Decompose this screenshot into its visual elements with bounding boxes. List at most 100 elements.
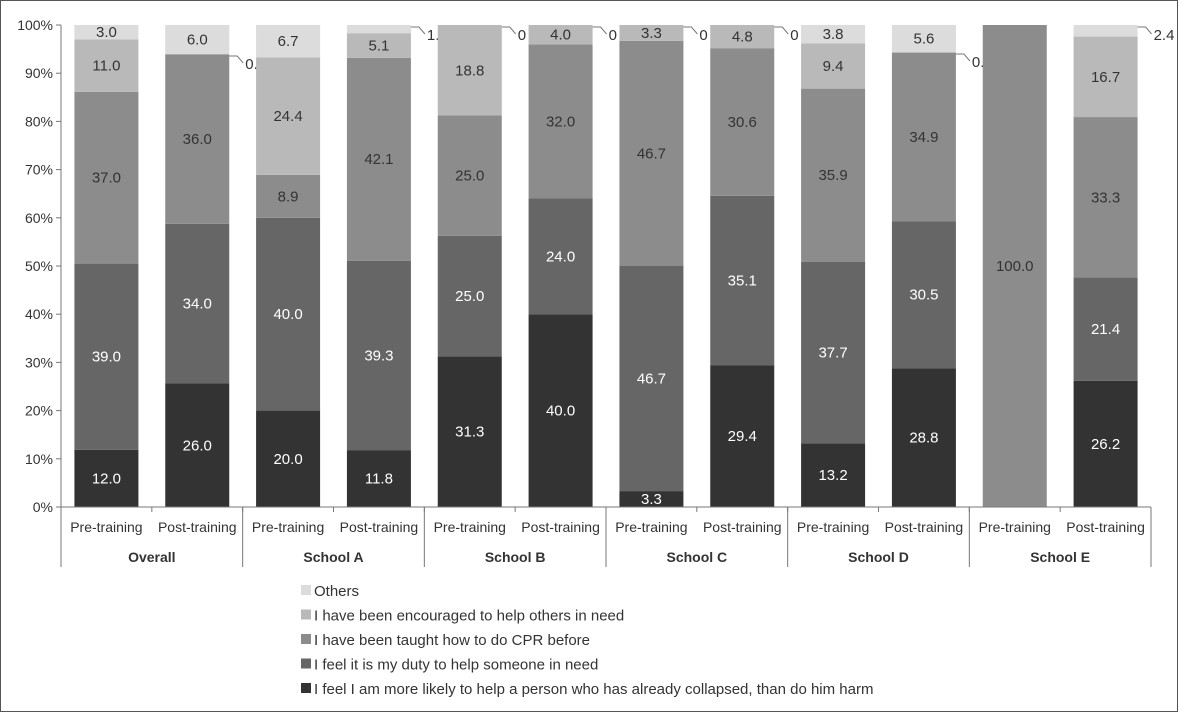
bar-segment bbox=[710, 365, 775, 507]
bar-overall-post-training: 26.034.036.00.056.0 bbox=[165, 25, 274, 507]
period-label: Pre-training bbox=[797, 519, 869, 535]
legend-item: Others bbox=[301, 583, 359, 600]
bar-school-b-post-training: 40.0 24.0 32.0 4.0 0 bbox=[528, 25, 617, 507]
period-label: Post-training bbox=[1066, 519, 1145, 535]
callout-leader bbox=[501, 26, 517, 35]
bar-segment bbox=[165, 54, 230, 224]
segment-value-label: 3.3 bbox=[641, 25, 662, 42]
bar-segment bbox=[256, 57, 321, 175]
bar-school-c-pre-training: 3.3 46.7 46.7 3.3 0 bbox=[619, 25, 708, 508]
segment-value-label: 3.0 bbox=[96, 24, 117, 41]
period-label: Pre-training bbox=[252, 519, 324, 535]
segment-value-label: 31.3 bbox=[455, 424, 484, 441]
bar-segment bbox=[1073, 36, 1138, 118]
bar-segment bbox=[437, 115, 502, 236]
y-tick-label: 50% bbox=[25, 258, 53, 274]
bar-segment bbox=[165, 223, 230, 384]
segment-value-label: 36.0 bbox=[183, 131, 212, 148]
legend-item: I feel it is my duty to help someone in … bbox=[301, 657, 598, 674]
segment-value-label: 46.7 bbox=[637, 371, 666, 388]
bar-school-d-post-training: 28.830.534.90.25.6 bbox=[891, 25, 993, 507]
legend-swatch bbox=[301, 634, 311, 644]
segment-value-label: 0 bbox=[699, 27, 707, 44]
segment-value-label: 100.0 bbox=[996, 258, 1034, 275]
segment-value-label: 34.9 bbox=[909, 129, 938, 146]
legend-label: Others bbox=[314, 583, 359, 600]
y-tick-label: 10% bbox=[25, 451, 53, 467]
bar-school-d-pre-training: 13.2 37.7 35.9 9.4 3.8 bbox=[801, 25, 866, 507]
bar-segment bbox=[437, 25, 502, 116]
bar-segment bbox=[346, 25, 411, 34]
y-tick-label: 60% bbox=[25, 210, 53, 226]
group-label: School D bbox=[848, 549, 909, 565]
segment-value-label: 9.4 bbox=[823, 58, 844, 75]
segment-value-label: 46.7 bbox=[637, 145, 666, 162]
bar-segment bbox=[891, 368, 956, 507]
bar-segment bbox=[710, 195, 775, 366]
segment-value-label: 26.2 bbox=[1091, 436, 1120, 453]
y-tick-label: 70% bbox=[25, 162, 53, 178]
segment-value-label: 12.0 bbox=[92, 470, 121, 487]
legend-swatch bbox=[301, 658, 311, 669]
y-tick-label: 0% bbox=[33, 499, 53, 515]
bar-segment bbox=[346, 57, 411, 261]
period-label: Post-training bbox=[521, 519, 600, 535]
segment-value-label: 8.9 bbox=[278, 188, 299, 205]
segment-value-label: 11.8 bbox=[365, 471, 393, 488]
bar-segment bbox=[801, 261, 866, 444]
segment-value-label: 3.3 bbox=[641, 491, 662, 508]
bar-segment bbox=[891, 51, 956, 53]
segment-value-label: 5.1 bbox=[368, 37, 389, 54]
group-label: School A bbox=[303, 549, 363, 565]
bar-segment bbox=[710, 48, 775, 196]
segment-value-label: 33.3 bbox=[1091, 189, 1120, 206]
bar-school-e-pre-training: 100.0 bbox=[982, 25, 1047, 507]
group-label: School B bbox=[485, 549, 546, 565]
segment-value-label: 6.0 bbox=[187, 32, 208, 49]
segment-value-label: 25.0 bbox=[455, 168, 484, 185]
bar-segment bbox=[619, 491, 684, 507]
y-tick-label: 30% bbox=[25, 354, 53, 370]
segment-value-label: 34.0 bbox=[183, 296, 212, 313]
bar-segment bbox=[74, 449, 139, 507]
bar-segment bbox=[256, 217, 321, 411]
segment-value-label: 13.2 bbox=[818, 467, 847, 484]
group-label: Overall bbox=[128, 549, 175, 565]
segment-value-label: 28.8 bbox=[909, 430, 938, 447]
segment-value-label: 26.0 bbox=[183, 437, 212, 454]
bars: 12.039.037.011.03.026.034.036.00.056.020… bbox=[74, 24, 1174, 508]
bar-segment bbox=[801, 88, 866, 262]
y-axis: 0% 10% 20% 30% 40% 50% 60% 70% 80% 90% 100% bbox=[17, 17, 62, 515]
bar-segment bbox=[528, 25, 593, 45]
segment-value-label: 20.0 bbox=[273, 451, 302, 468]
segment-value-label: 0 bbox=[609, 27, 617, 44]
period-label: Post-training bbox=[340, 519, 419, 535]
bar-overall-pre-training: 12.0 39.0 37.0 11.0 3.0 bbox=[74, 24, 139, 507]
segment-value-label: 25.0 bbox=[455, 288, 484, 305]
bar-segment bbox=[165, 383, 230, 507]
period-label: Post-training bbox=[885, 519, 964, 535]
legend-item: I have been taught how to do CPR before bbox=[301, 632, 590, 649]
callout-leader bbox=[229, 55, 244, 64]
callout-leader bbox=[774, 26, 789, 35]
bar-segment bbox=[74, 39, 139, 92]
bar-segment bbox=[74, 25, 139, 40]
segment-value-label: 6.7 bbox=[278, 33, 299, 50]
segment-value-label: 4.8 bbox=[732, 29, 753, 46]
segment-value-label: 40.0 bbox=[546, 403, 575, 420]
legend-item: I feel I am more likely to help a person… bbox=[301, 681, 873, 698]
period-label: Pre-training bbox=[434, 519, 506, 535]
bar-segment bbox=[74, 263, 139, 450]
bar-segment bbox=[982, 25, 1047, 507]
x-axis: Pre-training Post-training Pre-training Pos… bbox=[60, 506, 1152, 567]
segment-value-label: 37.0 bbox=[92, 170, 121, 187]
bar-segment bbox=[256, 174, 321, 218]
bar-segment bbox=[528, 44, 593, 199]
bar-school-c-post-training: 29.4 35.1 30.6 4.8 0 bbox=[710, 25, 799, 507]
bar-segment bbox=[891, 221, 956, 369]
segment-value-label: 40.0 bbox=[273, 306, 302, 323]
legend-label: I have been encouraged to help others in… bbox=[314, 608, 624, 625]
callout-leader bbox=[410, 26, 426, 35]
segment-value-label: 30.6 bbox=[728, 114, 757, 131]
bar-school-a-pre-training: 20.0 40.0 8.9 24.4 6.7 bbox=[256, 25, 321, 507]
